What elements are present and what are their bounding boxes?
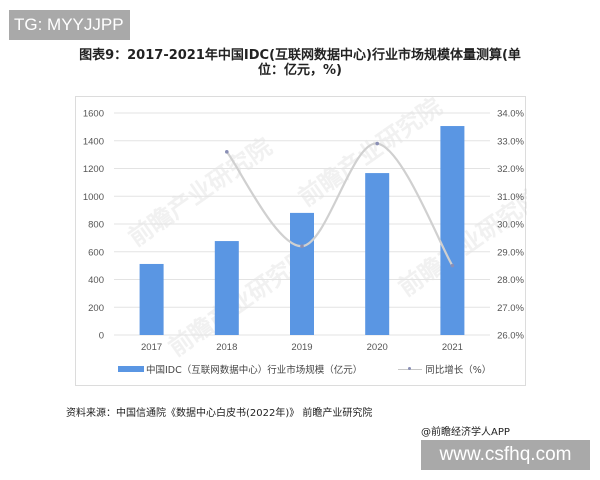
legend-bar-swatch: [118, 366, 144, 372]
chart-frame: 前瞻产业研究院前瞻产业研究院前瞻产业研究院前瞻产业研究院020040060080…: [75, 96, 527, 386]
growth-marker: [225, 150, 229, 154]
growth-marker: [300, 244, 304, 248]
bar-2017: [139, 263, 164, 335]
growth-line: [225, 142, 454, 267]
bar-2021: [440, 126, 465, 335]
tg-badge: TG: MYYJJPP: [9, 10, 130, 40]
site-badge: www.csfhq.com: [421, 440, 590, 470]
x-tick-label: 2017: [141, 342, 162, 353]
y-right-tick-label: 28.0%: [497, 275, 524, 286]
y-left-tick-label: 400: [88, 275, 104, 286]
chart-legend: 中国IDC（互联网数据中心）行业市场规模（亿元） 同比增长（%）: [118, 362, 491, 376]
chart-plot: 前瞻产业研究院前瞻产业研究院前瞻产业研究院前瞻产业研究院020040060080…: [83, 97, 527, 362]
legend-line-item: 同比增长（%）: [398, 362, 491, 376]
chart-title-line1: 图表9：2017-2021年中国IDC(互联网数据中心)行业市场规模体量测算(单: [79, 48, 521, 63]
x-tick-label: 2018: [216, 342, 237, 353]
legend-bar-label: 中国IDC（互联网数据中心）行业市场规模（亿元）: [146, 365, 363, 376]
y-right-tick-label: 32.0%: [497, 164, 524, 175]
y-left-tick-label: 800: [88, 220, 104, 231]
chart-title: 图表9：2017-2021年中国IDC(互联网数据中心)行业市场规模体量测算(单…: [60, 48, 540, 78]
x-tick-label: 2020: [367, 342, 388, 353]
y-left-tick-label: 1600: [83, 109, 104, 120]
y-left-tick-label: 1000: [83, 192, 104, 203]
y-right-tick-label: 27.0%: [497, 303, 524, 314]
y-left-tick-label: 1200: [83, 164, 104, 175]
y-left-tick-label: 600: [88, 247, 104, 258]
bar-2020: [365, 173, 390, 335]
watermark-text: 前瞻产业研究院: [123, 133, 277, 252]
y-left-tick-label: 1400: [83, 136, 104, 147]
y-left-tick-label: 0: [99, 331, 104, 342]
legend-line-swatch: [398, 366, 423, 372]
growth-marker: [450, 263, 455, 268]
source-note: 资料来源：中国信通院《数据中心白皮书(2022年)》 前瞻产业研究院: [66, 408, 373, 419]
growth-marker: [375, 141, 380, 146]
x-tick-label: 2019: [291, 342, 312, 353]
y-right-tick-label: 29.0%: [497, 247, 524, 258]
y-left-tick-label: 200: [88, 303, 104, 314]
x-tick-label: 2021: [442, 342, 463, 353]
bar-2019: [290, 212, 314, 335]
bar-2018: [214, 241, 239, 335]
credit-text: @前瞻经济学人APP: [421, 427, 510, 438]
legend-line-label: 同比增长（%）: [425, 365, 492, 376]
y-right-tick-label: 30.0%: [497, 220, 524, 231]
y-right-tick-label: 31.0%: [497, 192, 524, 203]
y-right-tick-label: 33.0%: [497, 136, 524, 147]
chart-title-line2: 位：亿元，%): [258, 63, 342, 78]
y-right-tick-label: 26.0%: [497, 331, 524, 342]
y-right-tick-label: 34.0%: [497, 109, 524, 120]
